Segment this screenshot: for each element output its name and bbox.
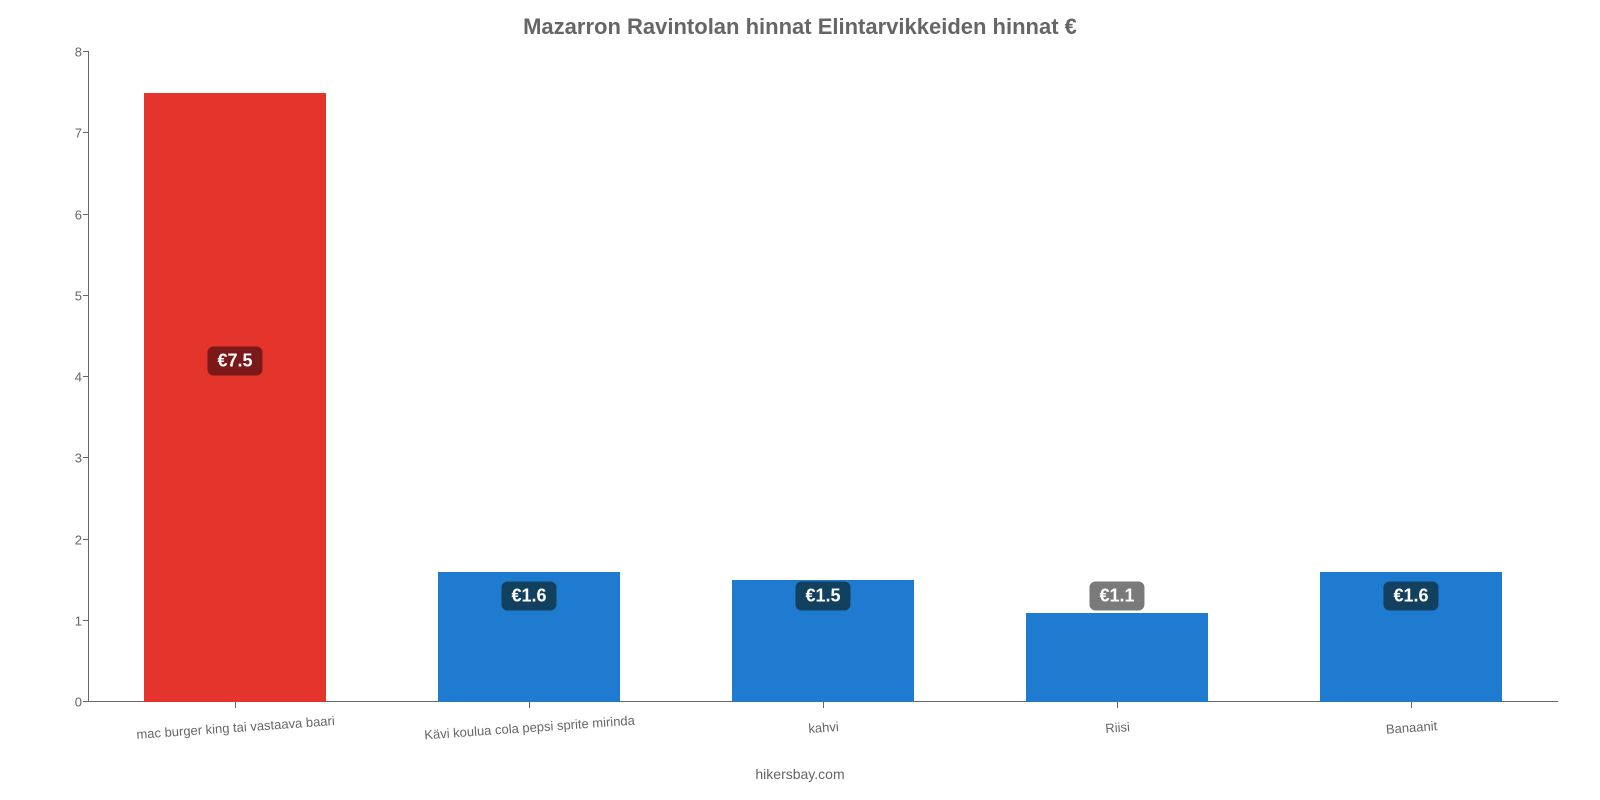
y-tick-label: 1 (75, 613, 82, 628)
attribution-text: hikersbay.com (0, 766, 1600, 782)
bar-value-label: €1.6 (501, 582, 556, 611)
bar-value-label: €1.1 (1089, 582, 1144, 611)
bar-value-label: €1.5 (795, 582, 850, 611)
x-axis-label: mac burger king tai vastaava baari (136, 713, 335, 742)
y-tick-label: 7 (75, 126, 82, 141)
bars-container: €7.5 €1.6 €1.5 €1.1 €1.6 (88, 52, 1558, 702)
x-axis-label: Riisi (1105, 719, 1131, 736)
bar-value-label: €7.5 (207, 346, 262, 375)
price-bar-chart: Mazarron Ravintolan hinnat Elintarvikkei… (0, 0, 1600, 800)
y-tick-label: 6 (75, 207, 82, 222)
y-tick-label: 2 (75, 532, 82, 547)
x-axis-label: Banaanit (1385, 718, 1437, 737)
x-axis-label: Kävi koulua cola pepsi sprite mirinda (424, 713, 636, 743)
chart-title: Mazarron Ravintolan hinnat Elintarvikkei… (0, 14, 1600, 40)
y-tick-label: 8 (75, 45, 82, 60)
bar (1026, 613, 1208, 702)
x-tick-mark (1411, 702, 1412, 708)
y-tick-label: 3 (75, 451, 82, 466)
x-tick-mark (1117, 702, 1118, 708)
y-tick-label: 5 (75, 288, 82, 303)
bar (144, 93, 326, 702)
bar-value-label: €1.6 (1383, 582, 1438, 611)
y-tick-label: 0 (75, 695, 82, 710)
x-tick-mark (529, 702, 530, 708)
x-axis-label: kahvi (808, 719, 839, 736)
plot-area: 012345678 €7.5€1.6€1.5€1.1€1.6 (88, 52, 1558, 702)
x-tick-mark (235, 702, 236, 708)
x-tick-mark (823, 702, 824, 708)
y-tick-label: 4 (75, 370, 82, 385)
